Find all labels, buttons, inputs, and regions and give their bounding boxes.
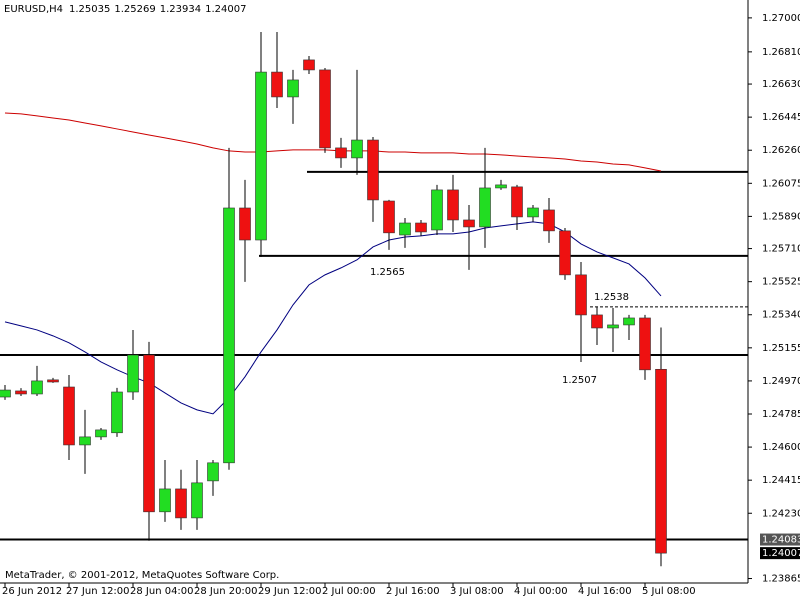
y-tick-label: 1.25340 [762, 310, 800, 321]
y-tick-label: 1.24785 [762, 409, 800, 420]
header-close: 1.24007 [205, 4, 246, 15]
candle-body [431, 189, 443, 231]
x-tick-label: 29 Jun 12:00 [258, 586, 322, 597]
symbol: EURUSD,H4 [4, 4, 63, 15]
y-tick-label: 1.26075 [762, 178, 800, 189]
x-tick-label: 2 Jul 00:00 [322, 586, 376, 597]
y-tick-label: 1.27000 [762, 13, 800, 24]
candle-body [15, 390, 27, 395]
candle-body [79, 436, 91, 446]
candle-body [399, 222, 411, 236]
candle-body [111, 391, 123, 434]
candle-body [575, 274, 587, 316]
candle-body [127, 354, 139, 393]
candle-body [47, 379, 59, 383]
candle-body [255, 71, 267, 241]
candle-body [95, 429, 107, 438]
y-tick-label: 1.24970 [762, 376, 800, 387]
y-tick-label: 1.25890 [762, 211, 800, 222]
candle-body [559, 230, 571, 276]
y-tick-label: 1.24230 [762, 508, 800, 519]
candle-body [159, 488, 171, 513]
candle-body [383, 200, 395, 234]
y-tick-label: 1.24415 [762, 475, 800, 486]
x-tick-label: 4 Jul 00:00 [514, 586, 568, 597]
candle-body [527, 207, 539, 218]
header-open: 1.25035 [69, 4, 110, 15]
x-tick-label: 4 Jul 16:00 [578, 586, 632, 597]
annotation: 1.2565 [370, 267, 405, 278]
x-tick-label: 2 Jul 16:00 [386, 586, 440, 597]
candle-body [175, 488, 187, 519]
candle-body [319, 69, 331, 149]
candle-body [223, 207, 235, 464]
price-marker-bg [760, 533, 800, 546]
candle-body [335, 147, 347, 159]
annotation: 1.2507 [562, 375, 597, 386]
x-tick-label: 28 Jun 20:00 [194, 586, 258, 597]
moving-average [4, 112, 662, 172]
candle-body [655, 368, 667, 554]
y-tick-label: 1.26630 [762, 79, 800, 90]
candle-body [239, 207, 251, 241]
candle-body [623, 317, 635, 326]
candle-body [639, 317, 651, 371]
candle-body [479, 187, 491, 228]
candle-body [367, 139, 379, 201]
candle-body [271, 71, 283, 98]
price-marker-label: 1.24083 [762, 535, 800, 546]
y-tick-label: 1.26810 [762, 47, 800, 58]
candle-body [495, 184, 507, 189]
x-tick-label: 27 Jun 12:00 [66, 586, 130, 597]
candle-body [303, 59, 315, 71]
candle-body [543, 209, 555, 232]
y-tick-label: 1.25525 [762, 277, 800, 288]
candle-body [143, 354, 155, 513]
x-tick-label: 28 Jun 04:00 [130, 586, 194, 597]
x-tick-label: 26 Jun 2012 [2, 586, 62, 597]
x-tick-label: 3 Jul 08:00 [450, 586, 504, 597]
candle-body [0, 389, 11, 398]
y-tick-label: 1.23865 [762, 574, 800, 585]
price-marker-bg [760, 547, 800, 560]
candle-body [607, 324, 619, 329]
x-tick-label: 5 Jul 08:00 [642, 586, 696, 597]
chart-header: EURUSD,H4 1.25035 1.25269 1.23934 1.24007 [4, 4, 246, 15]
candle-body [287, 79, 299, 98]
candle-body [511, 186, 523, 218]
y-tick-label: 1.25710 [762, 244, 800, 255]
y-tick-label: 1.26260 [762, 145, 800, 156]
y-tick-label: 1.26445 [762, 112, 800, 123]
annotation: 1.2538 [594, 292, 629, 303]
candle-body [463, 219, 475, 228]
candle-body [591, 314, 603, 329]
candle-body [191, 482, 203, 519]
price-marker-label: 1.24007 [762, 548, 800, 559]
candle-body [31, 380, 43, 395]
y-tick-label: 1.24600 [762, 442, 800, 453]
y-tick-label: 1.25155 [762, 343, 800, 354]
footer: MetaTrader, © 2001-2012, MetaQuotes Soft… [5, 570, 279, 581]
candle-body [415, 222, 427, 233]
candle-body [447, 189, 459, 221]
candle-body [63, 386, 75, 446]
header-high: 1.25269 [114, 4, 155, 15]
header-low: 1.23934 [160, 4, 201, 15]
candle-body [351, 139, 363, 159]
candle-body [207, 462, 219, 482]
